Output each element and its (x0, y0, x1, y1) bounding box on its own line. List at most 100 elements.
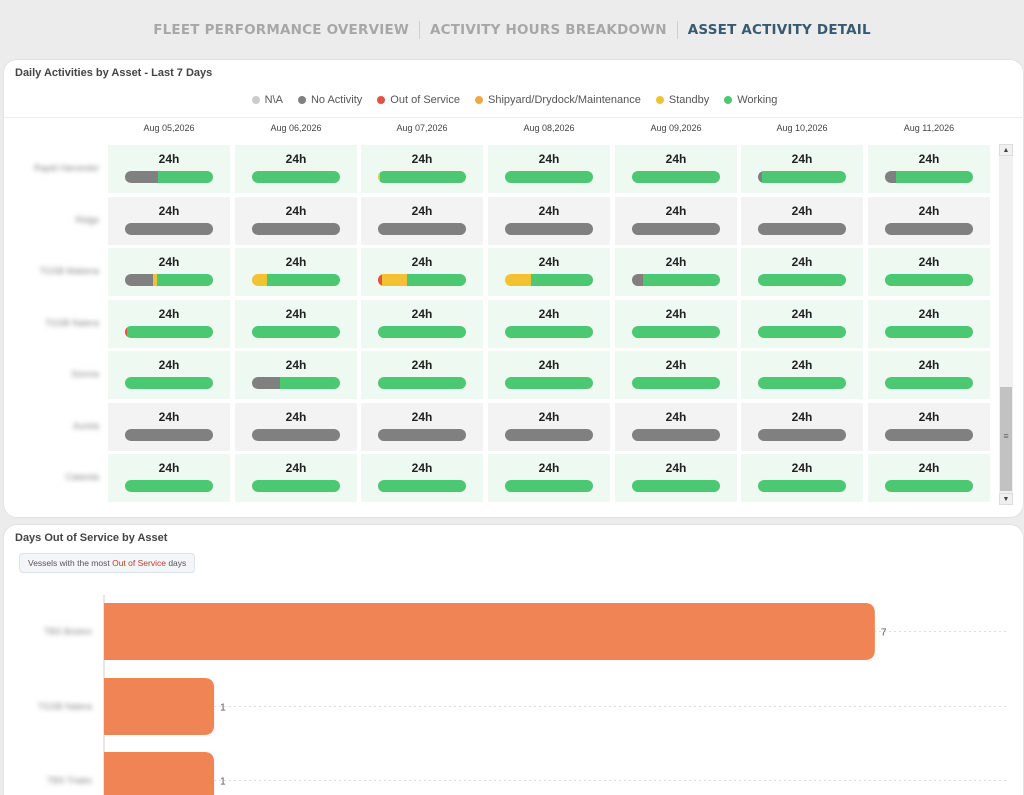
tab-activity-hours-breakdown[interactable]: ACTIVITY HOURS BREAKDOWN (429, 22, 667, 38)
activity-cell[interactable]: 24h (868, 145, 990, 193)
activity-cell[interactable]: 24h (108, 145, 230, 193)
activity-hours-bar (632, 223, 720, 235)
date-column-header: Aug 09,2026 (650, 123, 702, 133)
activity-hours-bar (505, 326, 593, 338)
activity-cell[interactable]: 24h (361, 197, 483, 245)
activity-cell[interactable]: 24h (361, 351, 483, 399)
activity-cell[interactable]: 24h (868, 351, 990, 399)
activity-cell[interactable]: 24h (488, 300, 610, 348)
activity-hours-bar (378, 480, 466, 492)
activity-hours-bar (885, 274, 973, 286)
activity-cell[interactable]: 24h (488, 454, 610, 502)
activity-cell[interactable]: 24h (488, 351, 610, 399)
cell-hours: 24h (538, 204, 560, 218)
tab-asset-activity-detail[interactable]: ASSET ACTIVITY DETAIL (687, 22, 871, 38)
activity-cell[interactable]: 24h (361, 248, 483, 296)
activity-hours-bar (125, 480, 213, 492)
legend-item[interactable]: Shipyard/Drydock/Maintenance (475, 94, 641, 106)
category-label: TGSB Natera (38, 702, 92, 712)
legend-item[interactable]: N\A (251, 94, 283, 106)
activity-cell[interactable]: 24h (868, 454, 990, 502)
date-column-header: Aug 06,2026 (270, 123, 322, 133)
activity-cell[interactable]: 24h (488, 197, 610, 245)
cell-hours: 24h (411, 410, 433, 424)
activity-cell[interactable]: 24h (488, 248, 610, 296)
activity-cell[interactable]: 24h (741, 300, 863, 348)
cell-hours: 24h (158, 255, 180, 269)
cell-hours: 24h (665, 255, 687, 269)
activity-cell[interactable]: 24h (361, 300, 483, 348)
bar[interactable] (104, 603, 875, 660)
activity-cell[interactable]: 24h (108, 300, 230, 348)
activity-cell[interactable]: 24h (741, 454, 863, 502)
tab-fleet-performance-overview[interactable]: FLEET PERFORMANCE OVERVIEW (153, 22, 409, 38)
activity-cell[interactable]: 24h (488, 145, 610, 193)
activity-cell[interactable]: 24h (235, 197, 357, 245)
activity-cell[interactable]: 24h (615, 351, 737, 399)
activity-cell[interactable]: 24h (108, 454, 230, 502)
bar[interactable] (104, 678, 215, 735)
activity-bar-segment (382, 274, 408, 286)
legend-item[interactable]: Working (724, 94, 777, 106)
activity-cell[interactable]: 24h (615, 300, 737, 348)
activity-cell[interactable]: 24h (868, 197, 990, 245)
activity-hours-bar (632, 326, 720, 338)
legend-item[interactable]: Out of Service (377, 94, 460, 106)
activity-cell[interactable]: 24h (235, 248, 357, 296)
legend-item[interactable]: No Activity (297, 94, 362, 106)
activity-cell[interactable]: 24h (868, 403, 990, 451)
activity-cell[interactable]: 24h (741, 197, 863, 245)
activity-cell[interactable]: 24h (615, 197, 737, 245)
scroll-thumb[interactable]: ≡ (1000, 387, 1012, 491)
bar[interactable] (104, 752, 215, 795)
activity-cell[interactable]: 24h (361, 403, 483, 451)
activity-cell[interactable]: 24h (235, 145, 357, 193)
caret-down-icon[interactable]: ▼ (999, 493, 1013, 505)
activity-cell[interactable]: 24h (108, 248, 230, 296)
activity-cell[interactable]: 24h (615, 403, 737, 451)
activity-cell[interactable]: 24h (741, 248, 863, 296)
cell-hours: 24h (158, 307, 180, 321)
cell-hours: 24h (285, 307, 307, 321)
activity-cell[interactable]: 24h (868, 300, 990, 348)
cell-hours: 24h (285, 461, 307, 475)
cell-hours: 24h (158, 204, 180, 218)
activity-bar-segment (252, 171, 340, 183)
cell-hours: 24h (665, 204, 687, 218)
cell-hours: 24h (791, 204, 813, 218)
activity-cell[interactable]: 24h (741, 403, 863, 451)
activity-hours-bar (632, 274, 720, 286)
activity-cell[interactable]: 24h (615, 145, 737, 193)
activity-hours-bar (125, 326, 213, 338)
activity-bar-segment (158, 171, 213, 183)
activity-hours-bar (125, 377, 213, 389)
legend-item[interactable]: Standby (655, 94, 709, 106)
activity-cell[interactable]: 24h (235, 454, 357, 502)
activity-cell[interactable]: 24h (741, 351, 863, 399)
activity-cell[interactable]: 24h (868, 248, 990, 296)
activity-cell[interactable]: 24h (108, 351, 230, 399)
cell-hours: 24h (411, 358, 433, 372)
activity-bar-segment (125, 274, 154, 286)
activity-hours-bar (252, 171, 340, 183)
activity-cell[interactable]: 24h (615, 248, 737, 296)
activity-bar-segment (378, 480, 466, 492)
activity-cell[interactable]: 24h (361, 145, 483, 193)
activity-cell[interactable]: 24h (361, 454, 483, 502)
activity-hours-bar (758, 274, 846, 286)
activity-bar-segment (125, 326, 127, 338)
activity-hours-bar (378, 326, 466, 338)
activity-cell[interactable]: 24h (108, 197, 230, 245)
activity-cell[interactable]: 24h (741, 145, 863, 193)
activity-cell[interactable]: 24h (235, 403, 357, 451)
activity-cell[interactable]: 24h (615, 454, 737, 502)
activity-cell[interactable]: 24h (488, 403, 610, 451)
bar-value-label: 7 (881, 628, 887, 639)
activity-bar-segment (126, 326, 213, 338)
cell-hours: 24h (538, 358, 560, 372)
activity-cell[interactable]: 24h (235, 351, 357, 399)
caret-up-icon[interactable]: ▲ (999, 144, 1013, 156)
grid-scrollbar[interactable]: ▲ ≡ ▼ (999, 144, 1013, 505)
activity-cell[interactable]: 24h (108, 403, 230, 451)
activity-cell[interactable]: 24h (235, 300, 357, 348)
